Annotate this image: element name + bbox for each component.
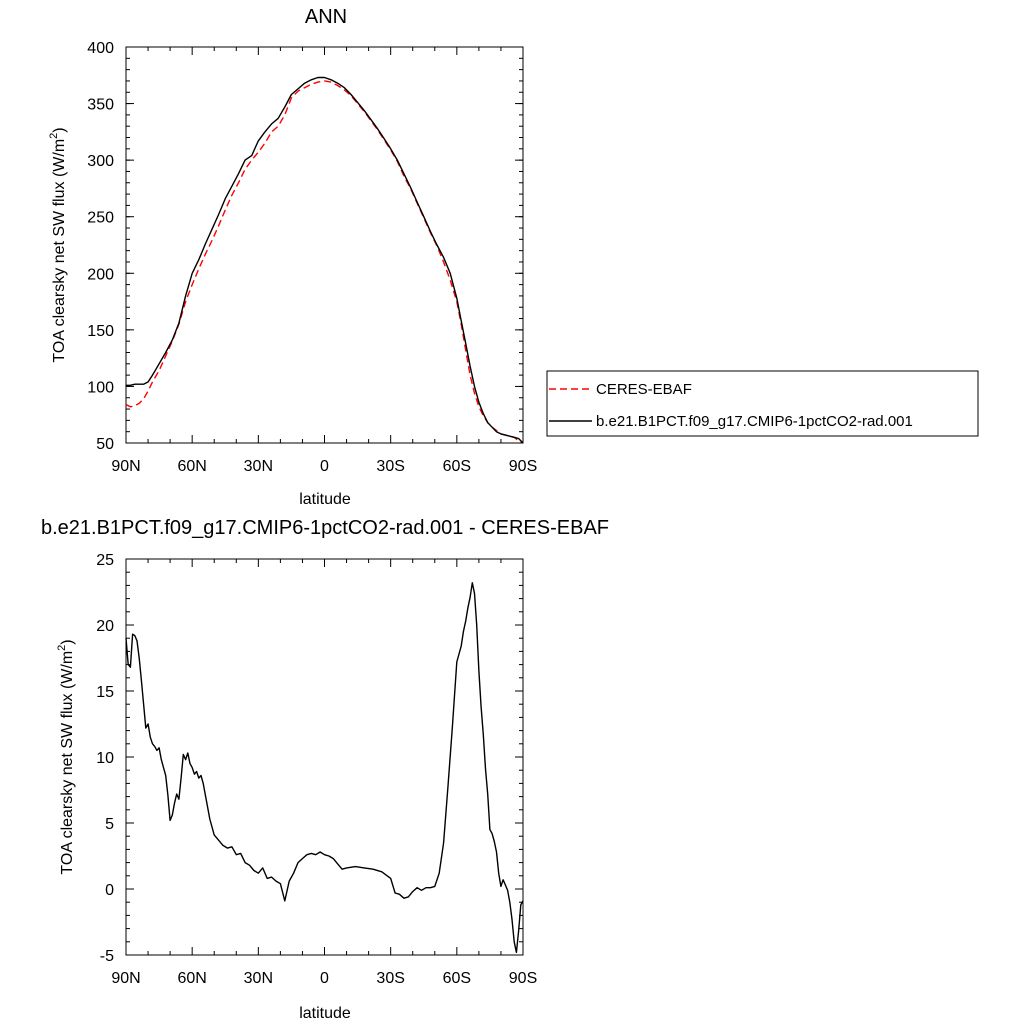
bottom-y-tick-label: 10 — [96, 750, 114, 767]
top-x-tick-label: 30N — [244, 458, 273, 475]
legend-box — [546, 370, 979, 437]
top-series-line-model — [126, 76, 524, 444]
bottom-x-tick-label: 90N — [111, 970, 140, 987]
bottom-x-tick-label: 0 — [320, 970, 329, 987]
bottom-y-tick-label: 0 — [105, 882, 114, 899]
bottom-y-tick-label: 25 — [96, 552, 114, 569]
bottom-plot-frame — [125, 558, 524, 956]
top-x-tick-label: 90S — [509, 458, 537, 475]
top-x-axis-label: latitude — [299, 491, 351, 508]
bottom-x-tick-label: 30S — [376, 970, 404, 987]
legend-ceres-label: CERES-EBAF — [596, 381, 692, 398]
top-y-tick-label: 50 — [96, 436, 114, 453]
top-y-tick-label: 300 — [87, 153, 114, 170]
bottom-chart-title: b.e21.B1PCT.f09_g17.CMIP6-1pctCO2-rad.00… — [41, 517, 609, 539]
top-x-tick-label: 30S — [376, 458, 404, 475]
bottom-x-tick-label: 30N — [244, 970, 273, 987]
bottom-x-tick-label: 90S — [509, 970, 537, 987]
top-x-tick-label: 60S — [443, 458, 471, 475]
top-y-tick-label: 150 — [87, 323, 114, 340]
bottom-x-axis-label: latitude — [299, 1005, 351, 1022]
top-x-tick-label: 0 — [320, 458, 329, 475]
top-x-tick-label: 60N — [177, 458, 206, 475]
top-y-tick-label: 250 — [87, 210, 114, 227]
top-series-line-ceres — [125, 80, 524, 444]
bottom-y-tick-label: 15 — [96, 684, 114, 701]
bottom-y-tick-label: 5 — [105, 816, 114, 833]
bottom-panel: b.e21.B1PCT.f09_g17.CMIP6-1pctCO2-rad.00… — [41, 517, 609, 1022]
bottom-x-tick-label: 60N — [177, 970, 206, 987]
top-legend: CERES-EBAF b.e21.B1PCT.f09_g17.CMIP6-1pc… — [546, 370, 979, 437]
top-chart-title: ANN — [305, 6, 347, 28]
top-plot-frame — [125, 46, 524, 444]
top-y-tick-label: 350 — [87, 97, 114, 114]
top-y-tick-label: 400 — [87, 40, 114, 57]
top-y-tick-label: 100 — [87, 379, 114, 396]
legend-model-label: b.e21.B1PCT.f09_g17.CMIP6-1pctCO2-rad.00… — [596, 413, 913, 430]
top-y-tick-label: 200 — [87, 266, 114, 283]
bottom-series-line-model — [125, 582, 524, 954]
bottom-x-tick-label: 60S — [443, 970, 471, 987]
bottom-y-axis-label: TOA clearsky net SW flux (W/m2) — [56, 639, 76, 874]
top-y-axis-label: TOA clearsky net SW flux (W/m2) — [48, 127, 68, 362]
top-x-tick-label: 90N — [111, 458, 140, 475]
top-panel: ANN 90N 60N 30N 0 30S 60S 90S 50 100 150 200 250 30… — [48, 6, 979, 508]
bottom-y-tick-label: 20 — [96, 618, 114, 635]
bottom-y-tick-label: -5 — [100, 948, 114, 965]
